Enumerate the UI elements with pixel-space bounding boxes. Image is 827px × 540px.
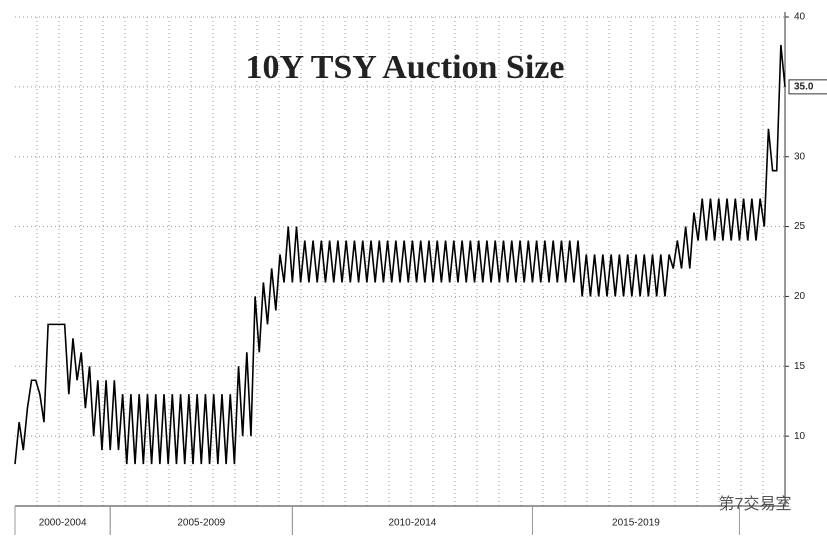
period-label: 2000-2004 bbox=[39, 518, 87, 529]
y-tick-label: 15 bbox=[794, 361, 806, 372]
period-label: 2005-2009 bbox=[177, 518, 225, 529]
last-value-box bbox=[788, 79, 827, 95]
line bbox=[14, 44, 786, 465]
y-tick-label: 10 bbox=[794, 431, 806, 442]
chart-title: 10Y TSY Auction Size bbox=[246, 49, 565, 86]
watermark: 第7交易室 bbox=[719, 495, 792, 513]
y-tick-label: 40 bbox=[794, 12, 806, 23]
period-label: 2010-2014 bbox=[389, 518, 437, 529]
last-value-label: 35.0 bbox=[794, 81, 814, 92]
y-tick-label: 30 bbox=[794, 151, 806, 162]
period-label: 2015-2019 bbox=[612, 518, 660, 529]
y-tick-label: 25 bbox=[794, 221, 806, 232]
y-tick-label: 20 bbox=[794, 291, 806, 302]
